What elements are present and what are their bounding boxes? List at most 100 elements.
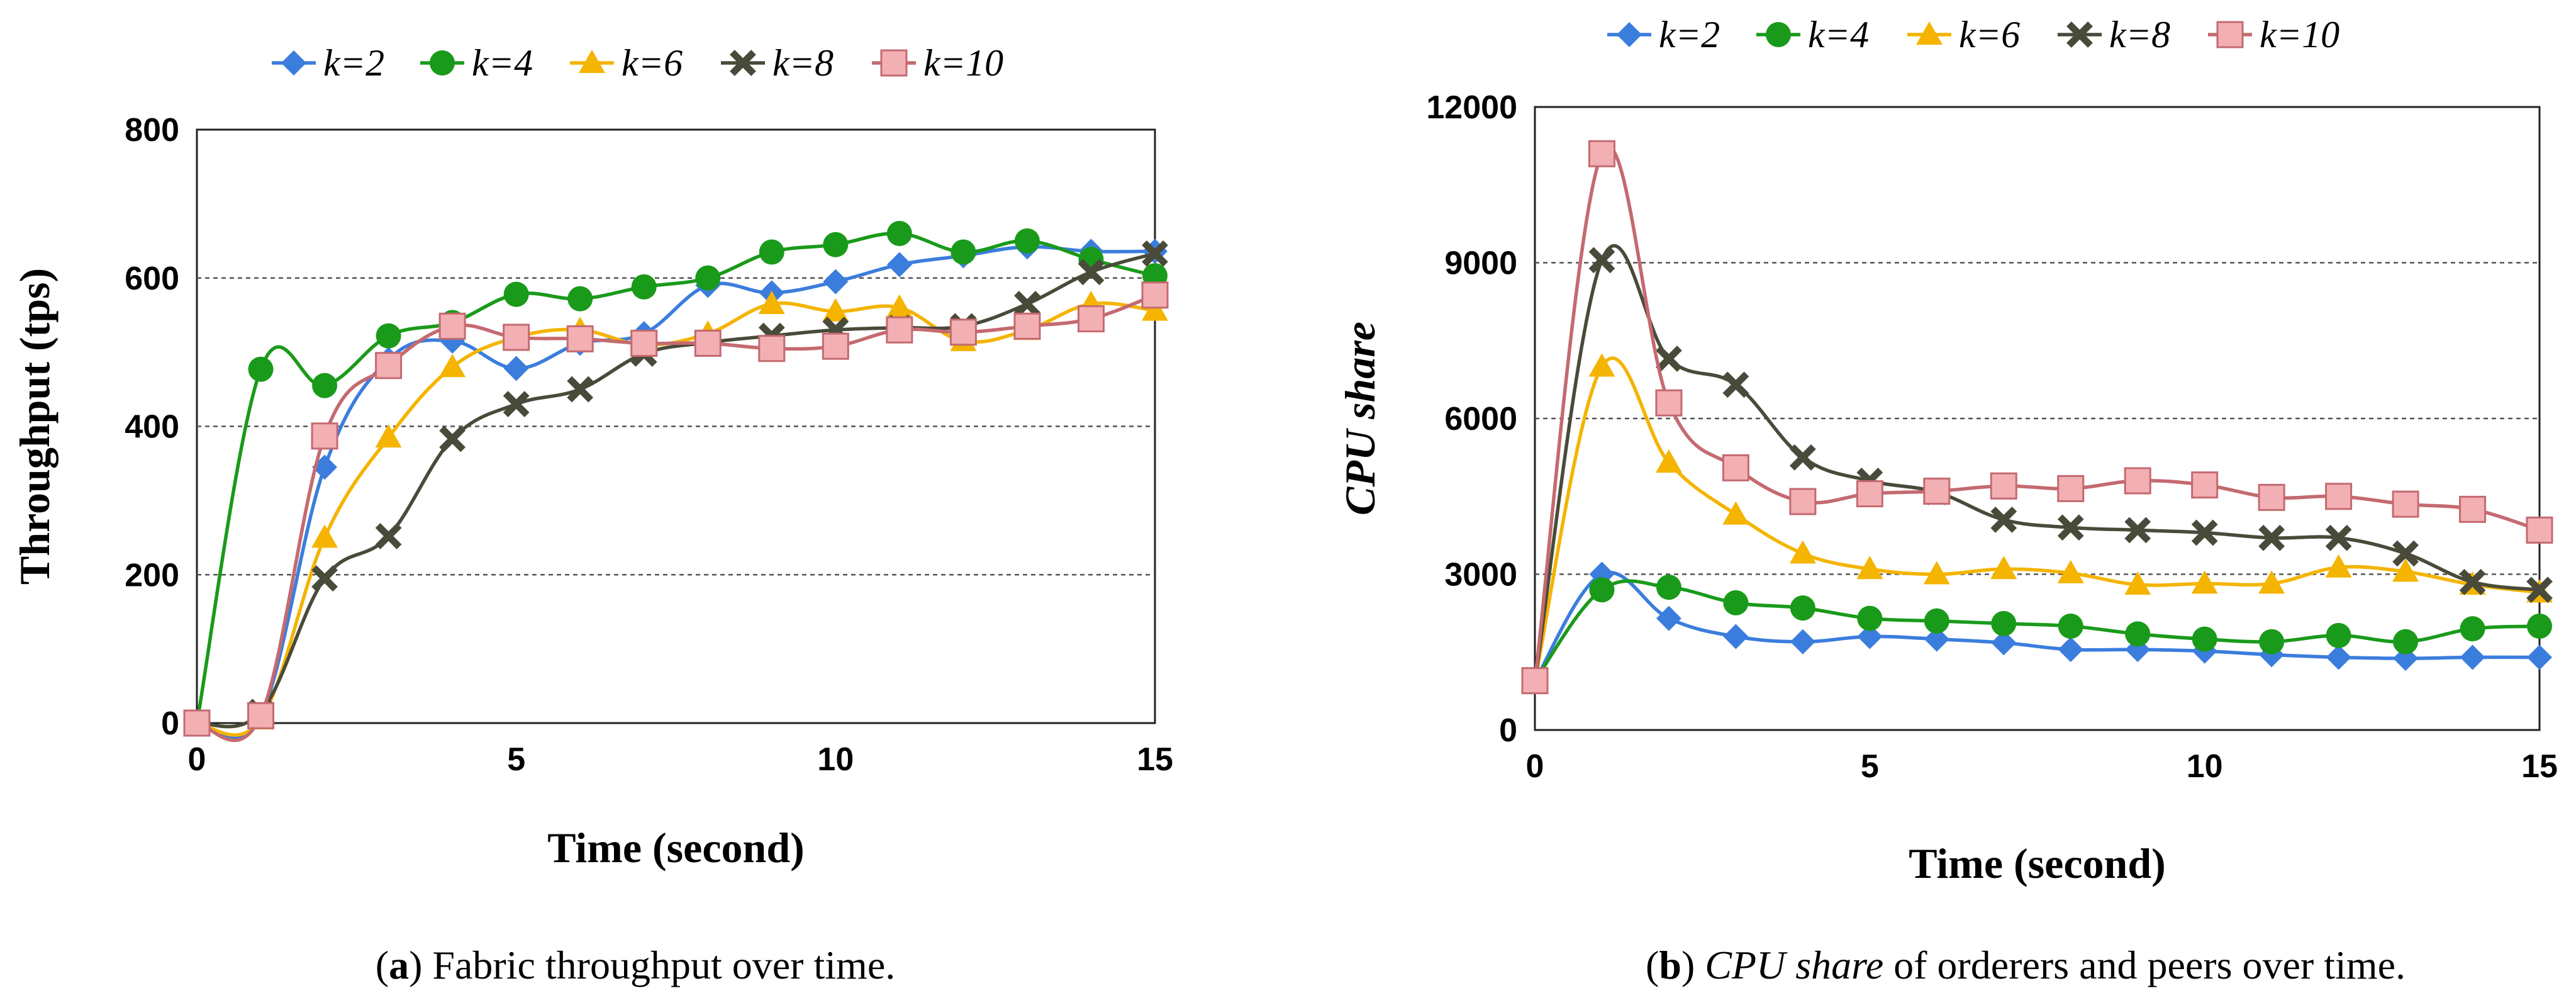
throughput-x-axis-title: Time (second)	[547, 824, 805, 872]
throughput-data-point	[311, 565, 338, 592]
throughput-chart: k=2 k=4 k=6 k=8 k=10 0 200 400 600 800 0 5 10 15 Th…	[11, 42, 1173, 987]
cpu-share-data-point	[1857, 605, 1883, 631]
cpu-share-data-point	[2326, 644, 2351, 670]
cpu-share-data-point	[2258, 570, 2285, 594]
throughput-legend-marker	[281, 50, 306, 76]
throughput-data-point	[631, 274, 657, 300]
cpu-share-data-point	[2258, 524, 2285, 551]
throughput-data-point	[248, 356, 274, 382]
throughput-y-tick-label: 800	[125, 112, 179, 149]
cpu-share-data-point	[1589, 577, 1615, 603]
cpu-share-legend-label: k=8	[2109, 14, 2170, 55]
cpu-share-data-point	[2459, 571, 2486, 595]
throughput-series-line-k2	[196, 245, 1156, 740]
cpu-share-data-point	[2057, 514, 2084, 541]
cpu-share-x-tick-label: 10	[2187, 748, 2223, 785]
cpu-share-data-point	[1789, 488, 1817, 515]
cpu-share-data-point	[1655, 389, 1683, 417]
cpu-share-data-point	[1656, 575, 1681, 600]
cpu-share-data-point	[1723, 624, 1749, 649]
cpu-share-data-point	[1722, 454, 1749, 481]
cpu-share-legend-marker	[1916, 21, 1943, 45]
throughput-y-axis-title: Throughput (tps)	[11, 268, 59, 585]
throughput-data-point	[1014, 291, 1040, 317]
throughput-data-point	[567, 286, 593, 312]
throughput-data-point	[247, 702, 275, 729]
cpu-share-data-point	[1656, 345, 1682, 373]
cpu-share-data-point	[2393, 646, 2419, 671]
throughput-data-point	[439, 425, 466, 452]
cpu-share-x-tick-label: 5	[1861, 748, 1879, 785]
cpu-share-data-point	[1522, 668, 1547, 693]
throughput-data-point	[438, 312, 466, 340]
cpu-share-data-point	[2057, 559, 2084, 583]
throughput-x-tick-label: 15	[1137, 741, 1173, 778]
throughput-data-point	[503, 323, 530, 351]
cpu-share-caption-label: b	[1659, 943, 1681, 987]
cpu-share-data-point	[1588, 140, 1615, 167]
cpu-share-data-point	[1522, 668, 1547, 693]
throughput-data-point	[951, 239, 976, 265]
throughput-data-point	[376, 323, 401, 349]
cpu-share-data-point	[1923, 479, 1950, 506]
throughput-data-point	[503, 356, 529, 381]
cpu-share-data-point	[1924, 608, 1949, 634]
cpu-share-data-point	[2058, 614, 2083, 639]
throughput-caption-text: Fabric throughput over time.	[422, 943, 895, 987]
cpu-share-data-point	[2392, 490, 2419, 518]
cpu-share-data-point	[1589, 561, 1615, 587]
throughput-data-point	[567, 376, 594, 403]
throughput-data-point	[311, 524, 338, 548]
throughput-series-line-k8	[196, 252, 1156, 729]
cpu-share-legend-label: k=2	[1659, 14, 1720, 55]
throughput-data-point	[886, 294, 913, 318]
throughput-legend-label: k=8	[772, 42, 834, 84]
cpu-share-y-tick-label: 3000	[1444, 557, 1517, 593]
throughput-data-point	[312, 373, 338, 398]
cpu-share-series-line-k8	[1533, 244, 2540, 682]
cpu-share-data-point	[2527, 614, 2552, 639]
cpu-share-data-point	[2258, 483, 2285, 511]
cpu-share-data-point	[2527, 644, 2552, 670]
cpu-share-x-tick-label: 15	[2521, 748, 2558, 785]
throughput-series-line-k10	[196, 293, 1156, 743]
cpu-share-data-point	[1856, 480, 1883, 508]
throughput-data-point	[694, 329, 722, 357]
throughput-y-tick-label: 400	[125, 409, 179, 446]
cpu-share-data-point	[1990, 472, 2017, 500]
cpu-share-data-point	[2125, 637, 2151, 663]
cpu-share-data-point	[2526, 576, 2553, 604]
cpu-share-data-point	[2392, 558, 2419, 582]
throughput-data-point	[1077, 305, 1105, 333]
throughput-data-point	[1142, 297, 1168, 321]
throughput-data-point	[886, 252, 912, 278]
cpu-share-data-point	[1656, 605, 1681, 631]
cpu-share-y-tick-label: 6000	[1444, 401, 1517, 437]
cpu-share-series-line-k6	[1533, 356, 2540, 682]
throughput-data-point	[695, 265, 721, 291]
throughput-legend: k=2 k=4 k=6 k=8 k=10	[272, 42, 1003, 84]
cpu-share-series-line-k4	[1533, 579, 2540, 682]
cpu-share-data-point	[2259, 629, 2285, 654]
cpu-share-x-axis-title: Time (second)	[1909, 839, 2166, 887]
cpu-share-data-point	[2526, 579, 2553, 603]
cpu-share-data-point	[2125, 621, 2151, 647]
cpu-share-caption-open-paren: (	[1646, 943, 1659, 987]
cpu-share-data-point	[1522, 667, 1548, 691]
throughput-y-tick-label: 200	[125, 557, 179, 593]
cpu-share-data-point	[2191, 471, 2219, 499]
throughput-series-line-k4	[195, 232, 1156, 724]
cpu-share-data-point	[2460, 616, 2485, 642]
throughput-data-point	[758, 291, 785, 315]
cpu-share-data-point	[2192, 638, 2217, 664]
cpu-share-data-point	[2057, 474, 2085, 502]
throughput-data-point	[1014, 228, 1040, 254]
throughput-data-point	[823, 232, 849, 257]
cpu-share-data-point	[2124, 467, 2151, 495]
cpu-share-data-point	[1789, 444, 1816, 471]
throughput-legend-marker	[730, 50, 756, 76]
cpu-share-data-point	[2192, 626, 2217, 652]
cpu-share-data-point	[1923, 478, 1951, 505]
throughput-data-point	[311, 422, 338, 450]
throughput-y-tick-label: 0	[161, 705, 179, 742]
